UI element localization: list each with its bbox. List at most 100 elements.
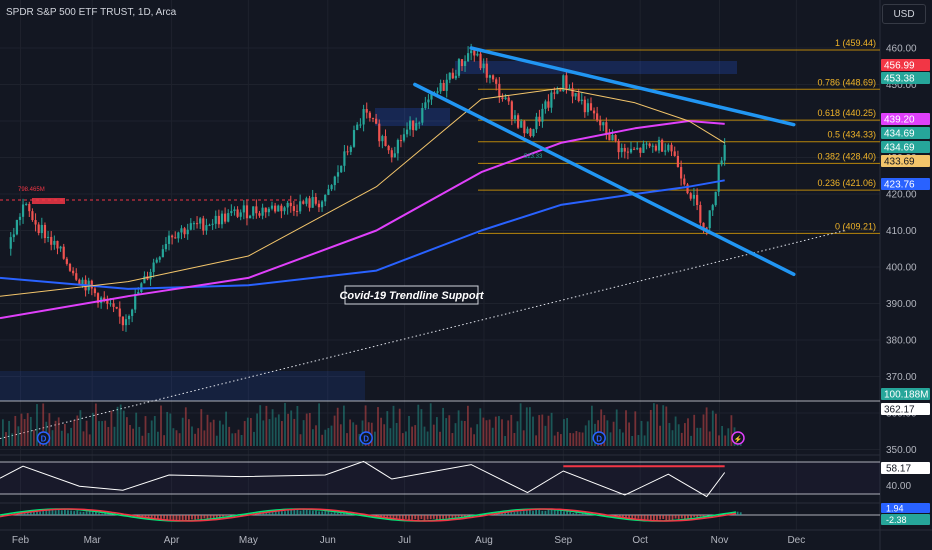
channel-line	[413, 82, 796, 277]
macd-bar	[547, 509, 550, 515]
candle-body	[550, 92, 553, 108]
macd-bar	[42, 509, 45, 515]
volume-bar	[290, 410, 293, 446]
candles	[9, 43, 726, 332]
candle-body	[717, 164, 720, 192]
fib-label: 1 (459.44)	[835, 38, 876, 48]
macd-bar	[98, 513, 100, 515]
volume-bar	[550, 412, 553, 446]
volume-bar	[305, 413, 308, 446]
macd-bar	[271, 511, 274, 515]
candle-body	[696, 194, 699, 206]
volume-bar	[181, 417, 184, 446]
volume-bar	[101, 421, 103, 446]
macd-signal-line	[0, 508, 737, 522]
volume-bar	[634, 411, 637, 446]
candle-body	[544, 101, 547, 109]
macd-bar	[91, 510, 94, 515]
candle-body	[96, 293, 100, 304]
volume-bar	[246, 417, 249, 446]
macd-bar	[553, 510, 556, 515]
candle-body	[402, 134, 406, 141]
macd-bar	[637, 515, 640, 519]
volume-bar	[618, 429, 621, 446]
candle-body	[189, 223, 192, 230]
macd-bar	[575, 511, 578, 515]
candle-body	[415, 123, 418, 131]
macd-bar	[339, 513, 342, 515]
candle-body	[639, 147, 642, 153]
candle-body	[421, 108, 424, 123]
candle-body	[553, 92, 556, 94]
candle-body	[571, 88, 574, 97]
price-label-bg	[881, 403, 930, 415]
macd-bar	[265, 512, 268, 515]
macd-bar	[101, 513, 103, 515]
macd-bar	[293, 509, 296, 515]
volume-bar	[578, 432, 581, 446]
macd-bar	[197, 515, 200, 520]
volume-bar	[20, 413, 23, 446]
volume-bar	[693, 414, 696, 446]
candle-body	[115, 306, 118, 309]
currency-button[interactable]: USD	[882, 4, 926, 24]
price-tick-label: 400.00	[886, 263, 917, 274]
volume-bar	[169, 413, 172, 446]
candle-body	[214, 215, 217, 224]
candle-body	[167, 235, 171, 244]
volume-bar	[188, 419, 190, 446]
candle-body	[495, 79, 498, 84]
time-tick-label: Jun	[320, 535, 336, 546]
volume-bar	[234, 433, 237, 446]
candle-body	[327, 189, 330, 195]
macd-bar	[705, 515, 708, 516]
macd-bar	[510, 510, 513, 515]
candle-body	[93, 288, 97, 294]
macd-line	[0, 508, 737, 522]
volume-bar	[727, 428, 730, 446]
candle-body	[289, 202, 292, 207]
macd-bar	[659, 515, 661, 520]
candle-body	[158, 257, 161, 260]
trendline-label: Covid-19 Trendline Support	[339, 285, 485, 305]
rsi-level-label: 40.00	[886, 481, 911, 492]
volume-bar	[203, 430, 206, 446]
candle-body	[202, 218, 205, 231]
time-tick-label: May	[239, 535, 258, 546]
macd-bar	[739, 512, 742, 515]
candle-body	[683, 178, 686, 185]
candle-body	[384, 136, 387, 146]
macd-bar	[104, 512, 107, 515]
supply-zone	[375, 108, 450, 126]
macd-bar	[578, 513, 581, 515]
candle-body	[538, 116, 541, 122]
price-label-text: 434.69	[884, 129, 915, 140]
volume-bar	[293, 418, 296, 446]
volume-bar	[274, 417, 277, 446]
volume-bar	[677, 424, 680, 446]
macd-bar	[516, 510, 519, 515]
volume-bar	[36, 404, 38, 446]
volume-bar	[460, 420, 463, 446]
candle-body	[510, 101, 513, 120]
candle-body	[143, 276, 146, 284]
candle-body	[532, 129, 535, 137]
volume-bar	[330, 425, 333, 446]
volume-bar	[215, 435, 218, 446]
volume-bar	[98, 421, 100, 446]
ma-mid-line	[0, 120, 725, 320]
volume-bar	[2, 419, 4, 446]
time-tick-label: Dec	[787, 535, 805, 546]
candle-body	[371, 117, 375, 119]
macd-bar	[684, 515, 686, 520]
price-tick-label: 370.00	[886, 372, 917, 383]
volume-bar	[88, 434, 91, 446]
volume-bar	[718, 435, 720, 446]
volume-bar	[29, 416, 32, 446]
candle-body	[12, 234, 15, 238]
volume-bar	[553, 435, 556, 446]
macd-bar	[175, 515, 178, 521]
candle-body	[340, 165, 343, 173]
candle-body	[227, 213, 230, 222]
